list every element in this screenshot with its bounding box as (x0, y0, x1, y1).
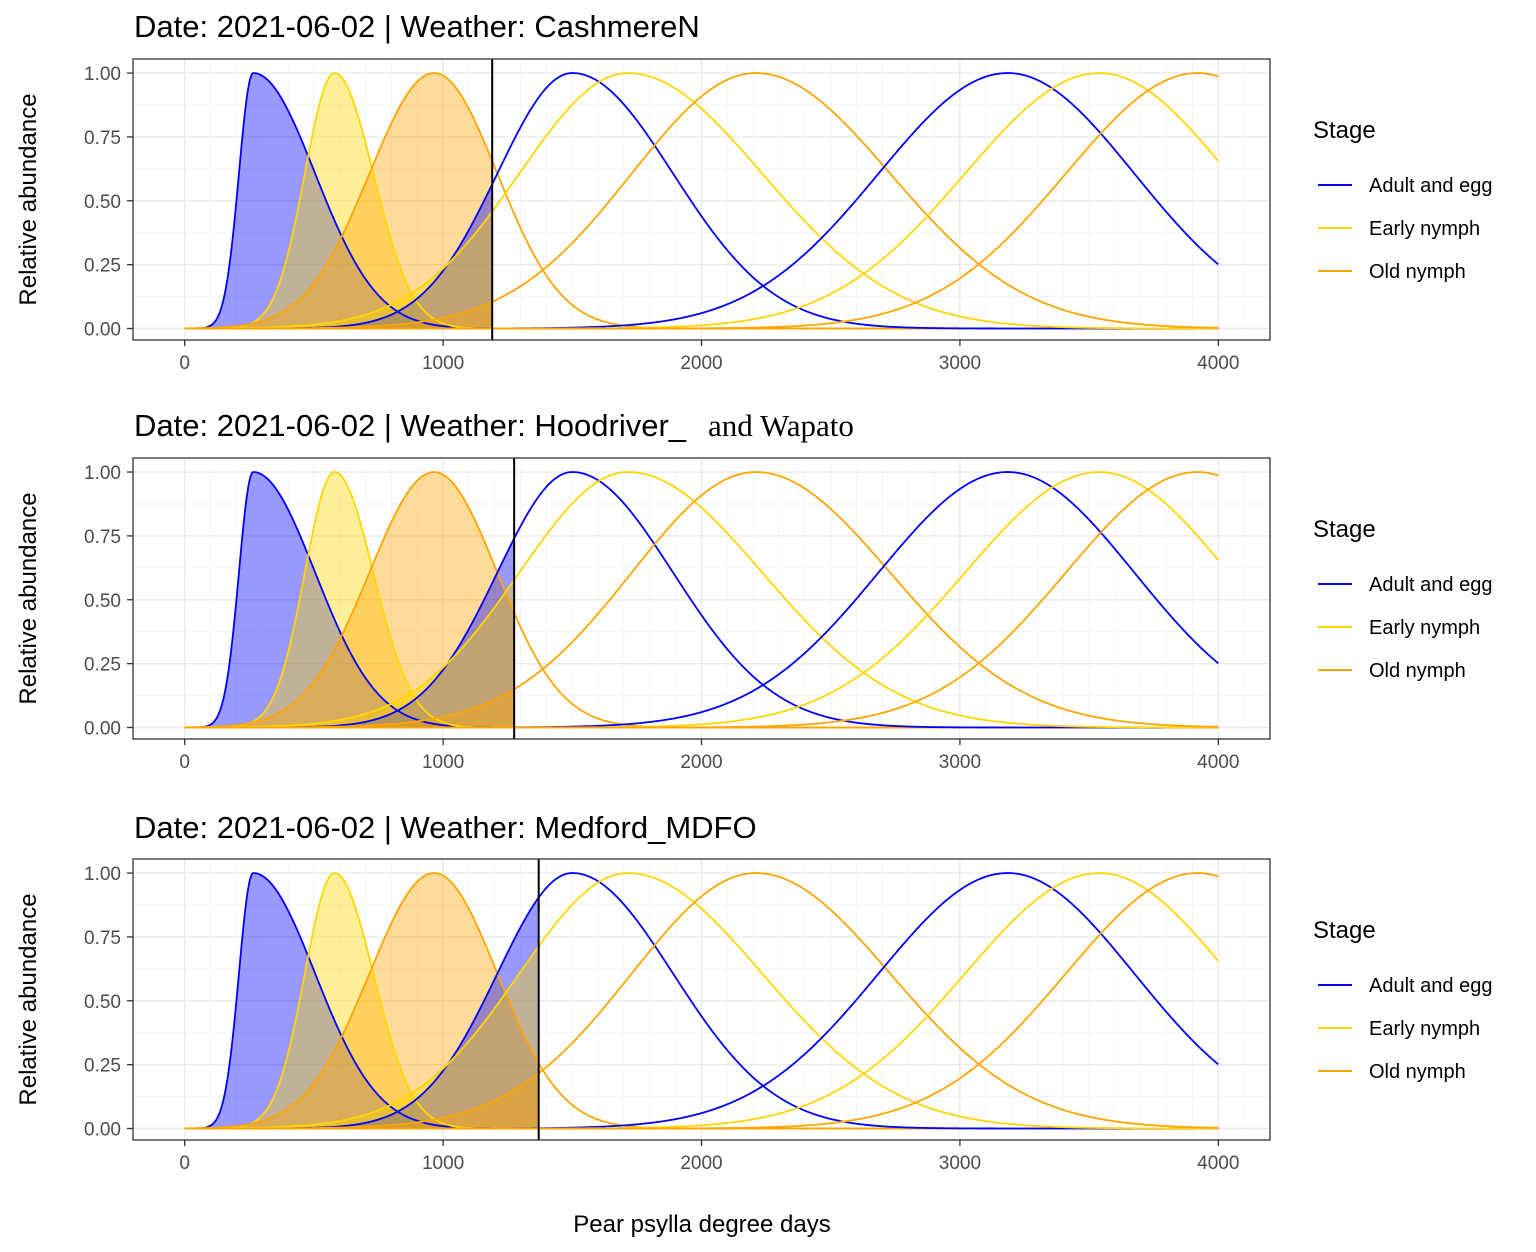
line-old-nymph-gen2 (184, 72, 1219, 330)
panel-title-suffix: and Wapato (708, 408, 854, 443)
x-tick-label: 4000 (1197, 1153, 1239, 1174)
line-early-nymph-gen2 (184, 72, 1219, 330)
line-adult-and-egg-gen2 (184, 471, 1219, 729)
x-tick-label: 0 (179, 752, 190, 773)
y-axis-label: Relative abundance (15, 492, 42, 704)
plot-area (184, 72, 1220, 330)
panel-title: Date: 2021-06-02 | Weather: Medford_MDFO (134, 810, 757, 845)
legend-label: Adult and egg (1369, 975, 1492, 997)
area-adult-and-egg-gen2 (184, 897, 539, 1129)
y-tick-label: 0.50 (84, 192, 121, 213)
x-tick-label: 2000 (680, 1153, 722, 1174)
x-tick-label: 4000 (1197, 353, 1239, 374)
x-tick-label: 1000 (422, 353, 464, 374)
y-tick-label: 1.00 (84, 463, 121, 484)
x-tick-label: 1000 (422, 752, 464, 773)
plot-area (184, 872, 1220, 1130)
legend-title: Stage (1313, 117, 1376, 144)
x-tick-label: 0 (179, 353, 190, 374)
y-tick-label: 0.75 (84, 928, 121, 949)
panel-title: Date: 2021-06-02 | Weather: Hoodriver_ (134, 408, 687, 443)
legend-label: Old nymph (1369, 660, 1466, 682)
legend-label: Adult and egg (1369, 574, 1492, 596)
x-tick-label: 1000 (422, 1153, 464, 1174)
y-tick-label: 0.50 (84, 992, 121, 1013)
x-tick-label: 3000 (939, 752, 981, 773)
y-tick-label: 1.00 (84, 864, 121, 885)
legend-title: Stage (1313, 917, 1376, 944)
y-tick-label: 1.00 (84, 64, 121, 85)
panel-title: Date: 2021-06-02 | Weather: CashmereN (134, 9, 700, 44)
legend: Stage Adult and egg Early nymph Old nymph (1313, 917, 1492, 1083)
area-early-nymph-gen1 (184, 873, 539, 1129)
line-old-nymph-gen3 (184, 72, 1219, 330)
y-tick-label: 0.75 (84, 128, 121, 149)
line-old-nymph-gen3 (184, 872, 1219, 1130)
line-old-nymph-gen2 (184, 872, 1219, 1130)
area-old-nymph-gen1 (184, 472, 515, 728)
area-early-nymph-gen1 (184, 73, 493, 329)
y-axis-label: Relative abundance (15, 893, 42, 1105)
area-adult-and-egg-gen2 (184, 538, 515, 728)
y-tick-label: 0.75 (84, 527, 121, 548)
line-early-nymph-gen2 (184, 872, 1219, 1130)
y-axis-label: Relative abundance (15, 93, 42, 305)
area-old-nymph-gen1 (184, 873, 539, 1129)
legend-title: Stage (1313, 516, 1376, 543)
x-axis-label: Pear psylla degree days (573, 1211, 830, 1238)
x-tick-label: 2000 (680, 752, 722, 773)
x-tick-label: 0 (179, 1153, 190, 1174)
area-early-nymph-gen2 (184, 579, 515, 728)
area-old-nymph-gen2 (184, 1073, 539, 1129)
line-early-nymph-gen2 (184, 471, 1219, 729)
y-tick-label: 0.50 (84, 591, 121, 612)
x-tick-label: 2000 (680, 353, 722, 374)
y-tick-label: 0.25 (84, 256, 121, 277)
area-old-nymph-gen1 (184, 73, 493, 329)
y-tick-label: 0.00 (84, 320, 121, 341)
x-tick-label: 3000 (939, 353, 981, 374)
plot-area (184, 471, 1220, 729)
legend: Stage Adult and egg Early nymph Old nymph (1313, 516, 1492, 682)
legend: Stage Adult and egg Early nymph Old nymph (1313, 117, 1492, 283)
y-tick-label: 0.00 (84, 1120, 121, 1141)
area-adult-and-egg-gen1 (184, 472, 515, 728)
panel-2: Date: 2021-06-02 | Weather: Hoodriver_ an… (15, 408, 1492, 773)
panel-3: Date: 2021-06-02 | Weather: Medford_MDFO… (15, 810, 1492, 1174)
legend-label: Early nymph (1369, 1018, 1480, 1040)
legend-label: Early nymph (1369, 617, 1480, 639)
legend-label: Old nymph (1369, 1061, 1466, 1083)
x-tick-label: 4000 (1197, 752, 1239, 773)
line-adult-and-egg-gen2 (184, 72, 1219, 330)
area-adult-and-egg-gen1 (184, 73, 493, 329)
line-adult-and-egg-gen2 (184, 872, 1219, 1130)
area-old-nymph-gen2 (184, 689, 515, 728)
y-tick-label: 0.00 (84, 719, 121, 740)
area-early-nymph-gen2 (184, 946, 539, 1129)
legend-label: Early nymph (1369, 218, 1480, 240)
area-adult-and-egg-gen1 (184, 873, 539, 1129)
area-old-nymph-gen2 (184, 301, 493, 329)
panel-1: Date: 2021-06-02 | Weather: CashmereN 0.0… (15, 9, 1492, 374)
line-old-nymph-gen3 (184, 471, 1219, 729)
y-tick-label: 0.25 (84, 1056, 121, 1077)
line-old-nymph-gen2 (184, 471, 1219, 729)
legend-label: Old nymph (1369, 261, 1466, 283)
legend-label: Adult and egg (1369, 175, 1492, 197)
area-early-nymph-gen1 (184, 472, 515, 728)
x-tick-label: 3000 (939, 1153, 981, 1174)
y-tick-label: 0.25 (84, 655, 121, 676)
